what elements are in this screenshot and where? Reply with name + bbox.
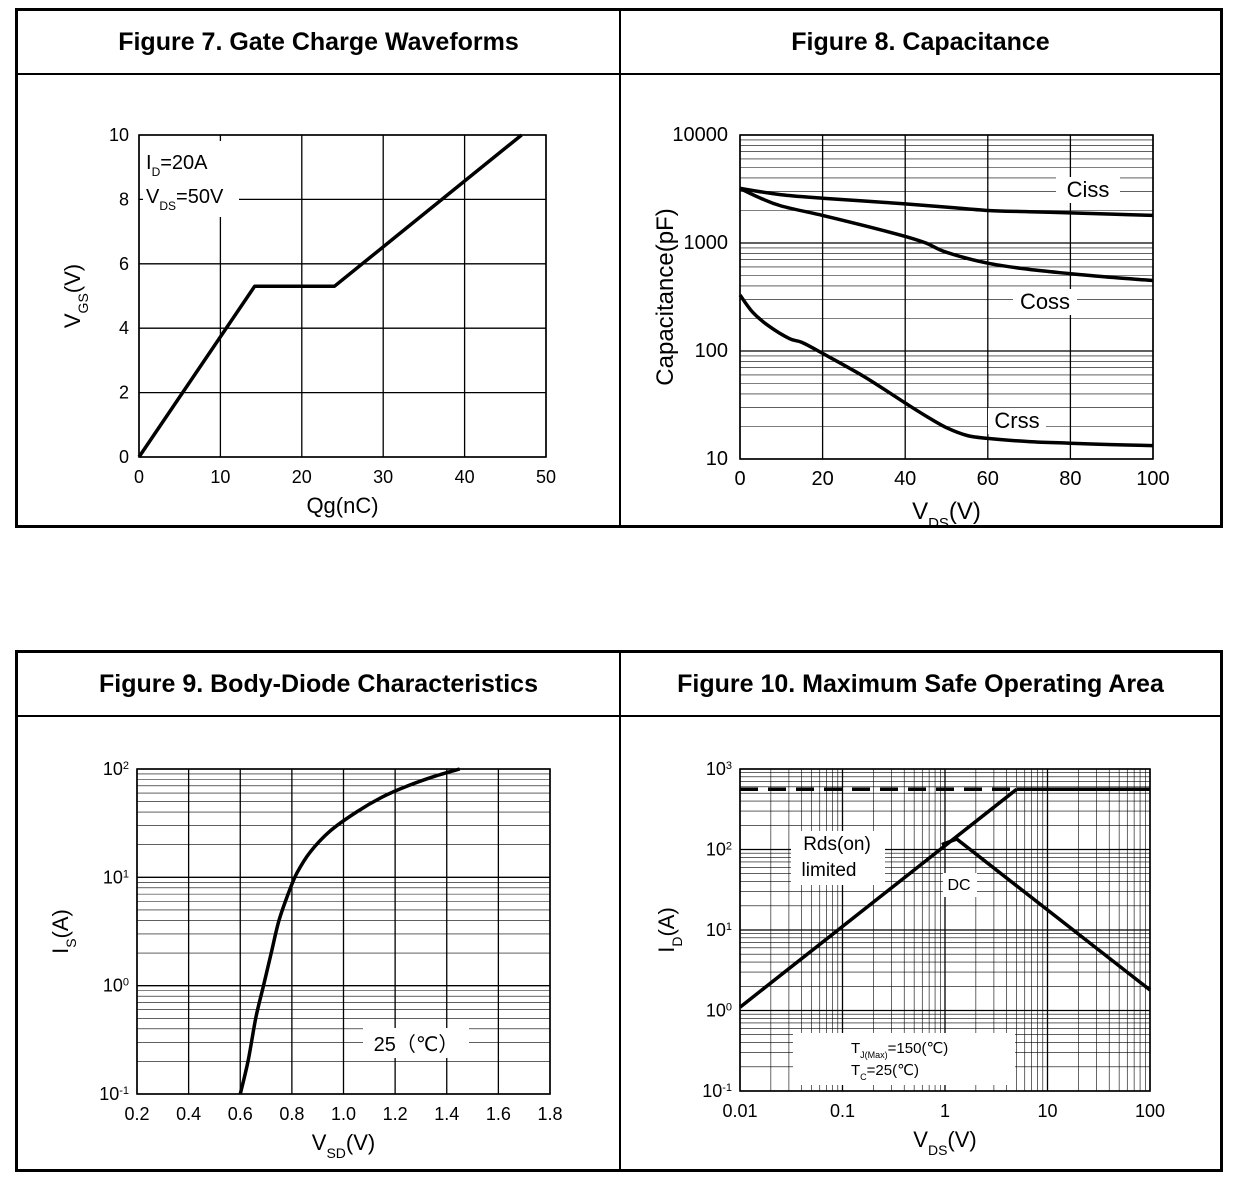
soa-line-1 [738,787,1018,1009]
x-tick-label: 20 [811,468,833,490]
figure-7-title: Figure 7. Gate Charge Waveforms [18,11,619,75]
crss-curve [738,293,1154,448]
x-tick-label: 100 [1136,468,1169,490]
y-tick-label: 0 [119,447,129,467]
coss-curve [739,186,1154,283]
x-tick-label: 0.2 [124,1104,149,1124]
figure-9-chart: 0.2 0.4 0.6 0.8 1.0 1.2 1.4 1.6 1.8 10-1 100 101 102… [48,759,563,1161]
id-annotation: ID=20A [146,152,208,179]
figure-10-chart: 0.01 0.1 1 10 100 10-1 100 101 102 103 VDS(V) ID(A)… [654,759,1165,1158]
y-tick-label: 10 [109,125,129,145]
crss-label-background [988,408,1046,434]
y-tick-label: 10-1 [99,1084,129,1104]
y-tick-label: 4 [119,318,129,338]
tj-label: TJ(Max)=150(℃) [851,1040,948,1060]
x-tick-label: 40 [894,468,916,490]
y-tick-label: 8 [119,189,129,209]
y-tick-label: 101 [706,920,732,940]
x-tick-label: 10 [1037,1101,1057,1121]
x-tick-label: 10 [210,467,230,487]
y-tick-label: 2 [119,383,129,403]
x-tick-label: 0.6 [228,1104,253,1124]
is-curve [238,767,461,1095]
tc-label: TC=25(℃) [851,1062,919,1082]
y-axis-label: IS(A) [48,909,79,954]
bottom-figure-table: Figure 9. Body-Diode Characteristics 0.2… [15,650,1223,1172]
y-tick-label: 10000 [672,124,728,146]
x-tick-label: 1.2 [383,1104,408,1124]
y-tick-label: 102 [706,840,732,860]
x-tick-label: 0.1 [830,1101,855,1121]
x-axis-label: VSD(V) [312,1130,375,1161]
dc-label: DC [947,877,970,894]
annotation-background [143,141,239,217]
x-tick-label: 20 [292,467,312,487]
x-tick-label: 80 [1059,468,1081,490]
top-figure-table: Figure 7. Gate Charge Waveforms 0 10 20 30 4… [15,8,1223,528]
y-tick-label: 101 [103,867,129,887]
figure-10-title: Figure 10. Maximum Safe Operating Area [621,653,1220,717]
vgs-curve [137,133,523,458]
ciss-label-background [1056,177,1120,203]
ciss-label: Ciss [1067,177,1110,202]
y-tick-label: 10 [706,448,728,470]
y-tick-label: 10-1 [702,1081,732,1101]
y-axis-label: Capacitance(pF) [652,208,679,385]
x-axis-label: VDS(V) [912,498,981,527]
figure-9-title: Figure 9. Body-Diode Characteristics [18,653,619,717]
figure-9-cell: Figure 9. Body-Diode Characteristics 0.2… [18,653,621,1169]
x-tick-label: 1.8 [537,1104,562,1124]
x-tick-label: 1.0 [331,1104,356,1124]
x-tick-label: 0.8 [279,1104,304,1124]
y-axis-label: VGS(V) [60,264,91,328]
y-tick-label: 102 [103,759,129,779]
y-tick-label: 6 [119,254,129,274]
x-tick-label: 100 [1135,1101,1165,1121]
plot-frame [138,134,547,458]
conditions-background [793,1033,1015,1085]
figure-8-chart: 0 20 40 60 80 100 10 100 1000 10000 VDS(V) Capacita… [652,124,1170,527]
x-axis-label: VDS(V) [913,1127,976,1158]
figure-10-cell: Figure 10. Maximum Safe Operating Area 0… [621,653,1220,1169]
figure-7-cell: Figure 7. Gate Charge Waveforms 0 10 20 30 4… [18,11,621,525]
rds-label-background [791,831,885,885]
y-axis-label: ID(A) [654,907,685,953]
y-tick-label: 1000 [684,232,729,254]
dc-label-background [943,873,977,897]
x-tick-label: 0.4 [176,1104,201,1124]
temperature-label: 25（℃） [374,1033,459,1056]
plot-frame [136,768,551,1095]
x-tick-label: 1.6 [486,1104,511,1124]
soa-line-3 [941,837,1152,992]
y-tick-label: 100 [103,976,129,996]
x-tick-label: 0 [734,468,745,490]
coss-label-background [1013,289,1077,315]
crss-label: Crss [994,408,1039,433]
y-tick-label: 103 [706,759,732,779]
x-tick-label: 30 [373,467,393,487]
x-tick-label: 60 [977,468,999,490]
x-tick-label: 40 [455,467,475,487]
y-tick-label: 100 [695,340,728,362]
plot-frame [739,768,1151,1092]
coss-label: Coss [1020,289,1070,314]
y-tick-label: 100 [706,1001,732,1021]
fig8-grid [739,134,1154,460]
x-tick-label: 0 [134,467,144,487]
x-tick-label: 1 [940,1101,950,1121]
figure-8-title: Figure 8. Capacitance [621,11,1220,75]
figure-8-cell: Figure 8. Capacitance 0 20 40 60 80 100 10 100 1… [621,11,1220,527]
rds-label: Rds(on) [803,834,871,855]
fig9-grid [136,768,551,1095]
limited-label: limited [802,860,857,881]
x-tick-label: 50 [536,467,556,487]
x-axis-label: Qg(nC) [306,493,378,518]
temperature-label-background [363,1028,469,1058]
figure-7-chart: 0 10 20 30 40 50 0 2 4 6 8 10 Qg(nC) VGS(V) ID=20A VDS=… [60,125,556,518]
x-tick-label: 1.4 [434,1104,459,1124]
vds-annotation: VDS=50V [146,186,224,213]
x-tick-label: 0.01 [722,1101,757,1121]
ciss-curve [739,186,1154,218]
